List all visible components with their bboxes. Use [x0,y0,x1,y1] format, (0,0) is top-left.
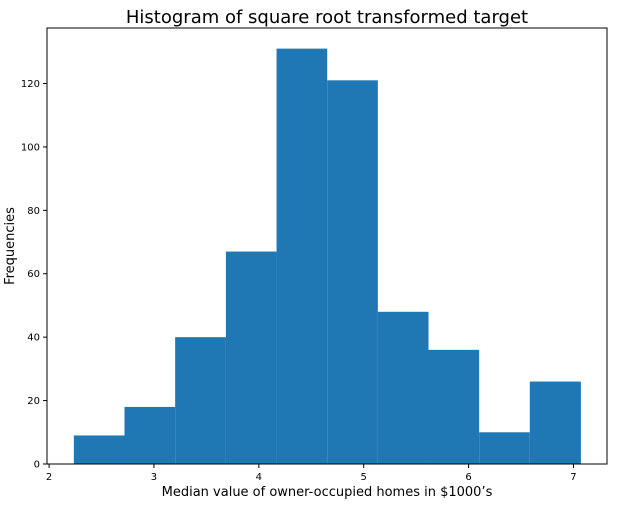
plot-frame [46,27,608,465]
x-tick-label: 7 [570,472,576,483]
histogram-bar [529,381,581,464]
y-tick-label: 60 [27,269,40,280]
bars-group [73,48,581,465]
histogram-bar [428,349,480,464]
y-tick-label: 80 [27,206,40,217]
y-axis-ticks: 0 20 40 60 80 100 120 [21,79,47,471]
x-axis-ticks: 2 3 4 5 6 7 [46,464,577,483]
y-tick-label: 0 [34,460,40,471]
histogram-bar [276,48,328,465]
histogram-bar [327,80,378,464]
y-tick-label: 100 [21,142,40,153]
histogram-bar [175,337,226,464]
y-axis-label: Frequencies [3,207,18,285]
x-tick-label: 4 [256,472,262,483]
histogram-bar [377,311,429,464]
histogram-bar [225,251,277,464]
histogram-bar [73,435,125,464]
y-tick-label: 20 [27,396,40,407]
x-tick-label: 3 [151,472,157,483]
x-tick-label: 6 [465,472,471,483]
x-tick-label: 2 [46,472,52,483]
x-axis-label: Median value of owner-occupied homes in … [162,485,493,500]
histogram-bar [479,432,530,464]
y-tick-label: 40 [27,333,40,344]
y-tick-label: 120 [21,79,40,90]
chart-title: Histogram of square root transformed tar… [126,7,528,28]
x-tick-label: 5 [361,472,367,483]
histogram-bar [124,406,176,464]
